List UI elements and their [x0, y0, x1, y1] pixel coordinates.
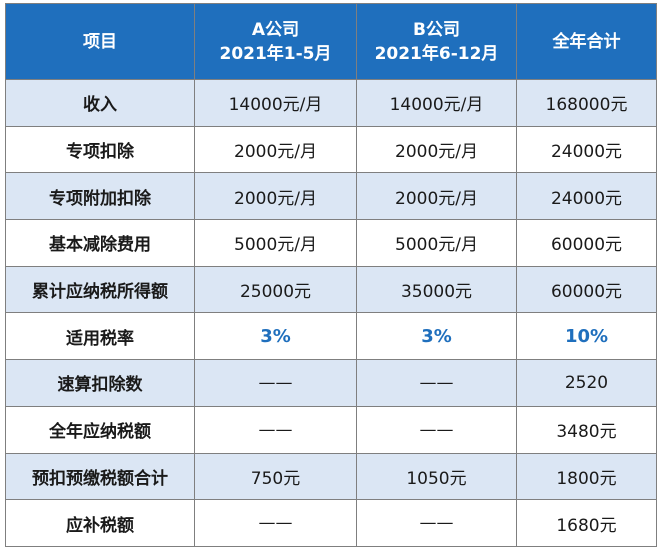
cell-a-company: 750元: [194, 452, 357, 501]
cell-a-company: 2000元/月: [194, 172, 357, 221]
table-row-additional-deduction: 专项附加扣除 2000元/月 2000元/月 24000元: [5, 172, 657, 221]
header-b-company-period: 2021年6-12月: [374, 43, 499, 64]
cell-b-company: 2000元/月: [356, 125, 517, 174]
cell-a-company: ——: [194, 405, 357, 454]
row-label: 基本减除费用: [5, 219, 195, 267]
cell-a-company: 2000元/月: [194, 125, 357, 174]
cell-total: 1680元: [516, 499, 657, 547]
row-label: 收入: [5, 79, 195, 127]
row-label: 专项附加扣除: [5, 172, 195, 221]
cell-total: 60000元: [516, 219, 657, 267]
cell-total: 3480元: [516, 405, 657, 454]
cell-b-company: ——: [356, 405, 517, 454]
row-label: 应补税额: [5, 499, 195, 547]
cell-total: 10%: [516, 312, 657, 361]
cell-b-company: 3%: [356, 312, 517, 361]
header-row: 项目 A公司 2021年1-5月 B公司 2021年6-12月 全年合计: [5, 3, 657, 80]
table-row-basic-deduction: 基本减除费用 5000元/月 5000元/月 60000元: [5, 219, 657, 267]
cell-a-company: 3%: [194, 312, 357, 361]
cell-total: 24000元: [516, 125, 657, 174]
cell-total: 2520: [516, 359, 657, 407]
tax-calculation-table: 项目 A公司 2021年1-5月 B公司 2021年6-12月 全年合计 收入 …: [5, 3, 657, 547]
cell-b-company: ——: [356, 359, 517, 407]
cell-total: 168000元: [516, 79, 657, 127]
row-label: 累计应纳税所得额: [5, 265, 195, 314]
cell-a-company: 25000元: [194, 265, 357, 314]
row-label: 预扣预缴税额合计: [5, 452, 195, 501]
row-label: 速算扣除数: [5, 359, 195, 407]
table-row-income: 收入 14000元/月 14000元/月 168000元: [5, 79, 657, 127]
cell-total: 24000元: [516, 172, 657, 221]
cell-b-company: 5000元/月: [356, 219, 517, 267]
cell-b-company: 1050元: [356, 452, 517, 501]
header-item: 项目: [5, 3, 195, 80]
cell-b-company: 35000元: [356, 265, 517, 314]
header-b-company-name: B公司: [413, 19, 460, 40]
row-label: 专项扣除: [5, 125, 195, 174]
row-label: 适用税率: [5, 312, 195, 361]
table-row-tax-payable: 应补税额 —— —— 1680元: [5, 499, 657, 547]
table-row-special-deduction: 专项扣除 2000元/月 2000元/月 24000元: [5, 125, 657, 174]
cell-b-company: 14000元/月: [356, 79, 517, 127]
row-label: 全年应纳税额: [5, 405, 195, 454]
header-a-company-period: 2021年1-5月: [219, 43, 332, 64]
cell-a-company: 14000元/月: [194, 79, 357, 127]
table-row-quick-deduction: 速算扣除数 —— —— 2520: [5, 359, 657, 407]
header-a-company-name: A公司: [251, 19, 300, 40]
cell-a-company: ——: [194, 499, 357, 547]
table-row-tax-rate: 适用税率 3% 3% 10%: [5, 312, 657, 361]
header-total: 全年合计: [516, 3, 657, 80]
cell-total: 60000元: [516, 265, 657, 314]
table-row-prepaid-tax: 预扣预缴税额合计 750元 1050元 1800元: [5, 452, 657, 501]
cell-a-company: 5000元/月: [194, 219, 357, 267]
cell-a-company: ——: [194, 359, 357, 407]
cell-total: 1800元: [516, 452, 657, 501]
header-a-company: A公司 2021年1-5月: [194, 3, 357, 80]
header-b-company: B公司 2021年6-12月: [356, 3, 517, 80]
table-row-annual-tax: 全年应纳税额 —— —— 3480元: [5, 405, 657, 454]
table-row-taxable-income: 累计应纳税所得额 25000元 35000元 60000元: [5, 265, 657, 314]
cell-b-company: ——: [356, 499, 517, 547]
cell-b-company: 2000元/月: [356, 172, 517, 221]
